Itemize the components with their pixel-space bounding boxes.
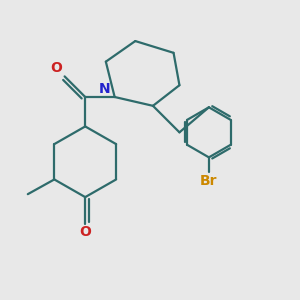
Text: Br: Br: [200, 174, 218, 188]
Text: O: O: [79, 225, 91, 239]
Text: N: N: [99, 82, 110, 95]
Text: O: O: [50, 61, 62, 75]
